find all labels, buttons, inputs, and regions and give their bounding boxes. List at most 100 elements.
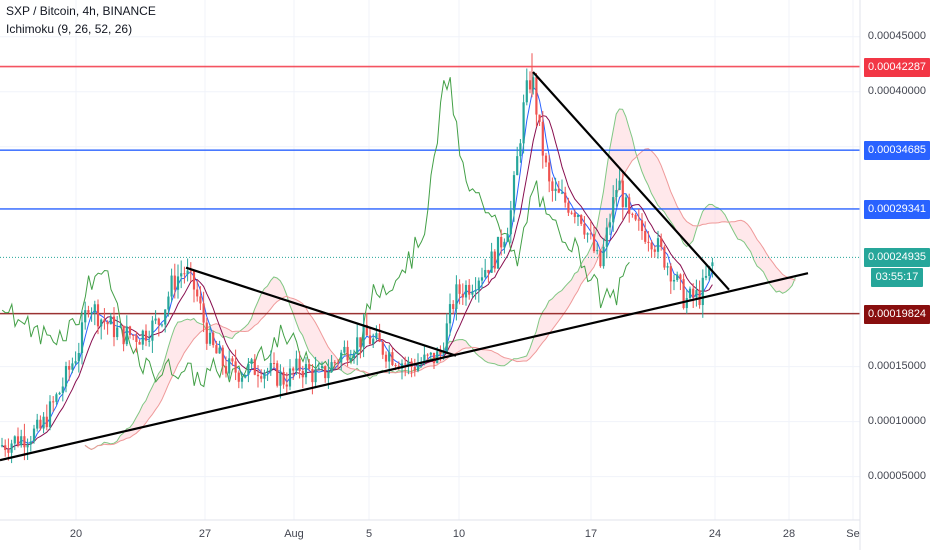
tenkan-sen-line [1, 86, 713, 450]
trendline [185, 266, 457, 357]
candle-body [244, 374, 247, 378]
candle-body [173, 275, 176, 290]
candle-body [519, 143, 522, 157]
candle-body [106, 321, 109, 325]
candle-body [100, 319, 103, 327]
candle-body [596, 250, 599, 252]
candle-body [528, 80, 532, 90]
candle-body [490, 251, 493, 273]
ichimoku-lines [1, 77, 713, 450]
candle-body [272, 363, 276, 365]
candle-body [93, 304, 96, 313]
x-tick-label: Aug [284, 528, 304, 540]
y-tick-label: 0.00040000 [867, 84, 926, 97]
x-tick-label: Se [846, 528, 860, 540]
level-price-tag: 0.00029341 [864, 199, 930, 219]
y-tick-label: 0.00015000 [867, 359, 926, 372]
candle-body [330, 362, 333, 373]
candle-body [164, 309, 167, 325]
candle-body [160, 324, 164, 326]
candle-body [292, 368, 295, 371]
candle-body [544, 155, 548, 163]
candle-body [224, 366, 228, 374]
candle-body [215, 345, 218, 354]
candle-body [317, 368, 320, 370]
candle-body [263, 372, 266, 379]
candle-body [656, 238, 660, 252]
candle-body [234, 361, 237, 373]
chart-grid [0, 0, 860, 520]
candle-body [538, 114, 541, 122]
ichimoku-cloud [84, 108, 796, 450]
candle-body [436, 351, 439, 364]
candle-body [525, 80, 528, 103]
candle-body [381, 341, 384, 355]
candle-body [282, 372, 285, 385]
candle-body [343, 346, 346, 353]
candle-body [663, 246, 666, 268]
candle-body [26, 444, 29, 448]
candle-body [567, 202, 570, 213]
indicator-legend[interactable]: Ichimoku (9, 26, 52, 26) [6, 22, 133, 36]
candle-body [237, 372, 240, 382]
candle-body [640, 220, 644, 232]
candle-body [647, 241, 650, 243]
candle-body [87, 310, 90, 313]
candle-body [493, 251, 496, 269]
y-tick-label: 0.00010000 [867, 414, 926, 427]
candle-body [189, 270, 192, 272]
candle-body [208, 332, 212, 344]
candle-body [125, 326, 128, 345]
candle-body [52, 401, 55, 403]
candle-body [416, 364, 420, 371]
candle-body [352, 353, 356, 359]
candle-body [484, 269, 487, 278]
level-price-tag: 0.00042287 [864, 57, 930, 77]
candle-body [167, 296, 170, 310]
candle-body [378, 333, 381, 342]
candle-body [148, 340, 151, 342]
candle-body [183, 273, 186, 275]
candle-body [228, 358, 231, 374]
y-tick-label: 0.00005000 [867, 469, 926, 482]
candle-body [589, 233, 592, 235]
candle-body [432, 352, 436, 364]
candle-body [701, 277, 704, 306]
candle-body [634, 214, 637, 220]
candle-body [368, 335, 372, 345]
trendline [532, 71, 730, 291]
candle-body [423, 354, 426, 363]
candle-body [477, 280, 480, 291]
candle-body [621, 180, 624, 208]
candle-body [256, 374, 260, 377]
candle-body [637, 219, 640, 221]
candle-body [29, 441, 32, 445]
candle-body [279, 372, 282, 386]
candle-body [532, 77, 535, 90]
candle-body [58, 392, 61, 395]
candle-body [394, 364, 397, 366]
candle-body [570, 212, 573, 214]
candle-body [442, 352, 445, 355]
candle-body [692, 288, 695, 298]
candle-body [103, 319, 106, 322]
candle-body [650, 242, 653, 250]
candle-body [141, 330, 144, 345]
candle-body [685, 298, 688, 309]
candle-body [560, 192, 564, 194]
candle-body [154, 318, 157, 321]
candle-body [445, 323, 448, 353]
candle-body [557, 188, 560, 193]
x-tick-label: 27 [198, 528, 212, 540]
candle-body [7, 450, 10, 453]
candle-body [688, 288, 692, 299]
candle-body [612, 197, 615, 223]
candle-body [285, 384, 288, 387]
candle-body [205, 322, 208, 344]
candle-body [336, 362, 340, 364]
candle-body [512, 175, 516, 211]
candle-body [704, 275, 708, 278]
candle-body [564, 192, 567, 203]
candle-body [711, 262, 714, 267]
